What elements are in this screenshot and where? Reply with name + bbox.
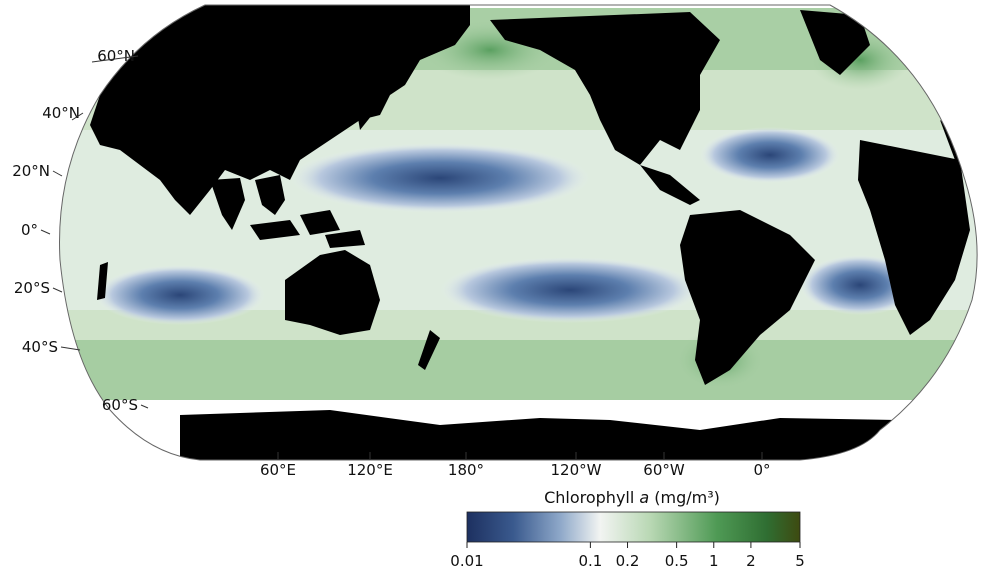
lat-label: 60°S: [102, 396, 138, 414]
colorbar-tick-label: 0.2: [616, 552, 640, 570]
lat-tick: [140, 404, 149, 409]
land-masses: [90, 5, 970, 460]
lat-label: 20°S: [14, 279, 50, 297]
lon-label: 0°: [753, 461, 770, 479]
lon-label: 60°W: [643, 461, 685, 479]
lon-label: 180°: [448, 461, 484, 479]
colorbar-tick-label: 1: [709, 552, 719, 570]
map-frame: [59, 4, 978, 461]
ocean-field: [59, 5, 978, 460]
lat-tick: [40, 229, 51, 235]
lat-tick: [71, 112, 84, 121]
longitude-axis: 60°E 120°E 180° 120°W 60°W 0°: [260, 452, 771, 479]
lat-tick: [60, 346, 81, 351]
lat-label: 20°N: [12, 162, 50, 180]
lat-label: 40°S: [22, 338, 58, 356]
lat-label: 40°N: [42, 104, 80, 122]
lon-label: 120°W: [551, 461, 602, 479]
lon-label: 120°E: [347, 461, 393, 479]
latitude-axis: 60°N 40°N 20°N 0° 20°S 40°S 60°S: [12, 47, 149, 414]
colorbar-ticks: 0.01 0.1 0.2 0.5 1 2 5: [450, 542, 805, 570]
colorbar-tick-label: 2: [746, 552, 756, 570]
colorbar: Chlorophyll a (mg/m³) 0.01 0.1 0.2 0.5 1 2 5: [450, 488, 804, 570]
colorbar-title: Chlorophyll a (mg/m³): [544, 488, 720, 507]
lat-tick: [52, 287, 63, 293]
colorbar-gradient: [466, 511, 801, 543]
colorbar-tick-label: 0.5: [665, 552, 689, 570]
lat-label: 0°: [21, 221, 38, 239]
colorbar-tick-label: 0.1: [578, 552, 602, 570]
colorbar-tick-label: 5: [795, 552, 805, 570]
colorbar-tick-label: 0.01: [450, 552, 483, 570]
lat-label: 60°N: [97, 47, 135, 65]
lon-label: 60°E: [260, 461, 296, 479]
lat-tick: [52, 170, 63, 177]
lat-tick: [91, 55, 139, 63]
